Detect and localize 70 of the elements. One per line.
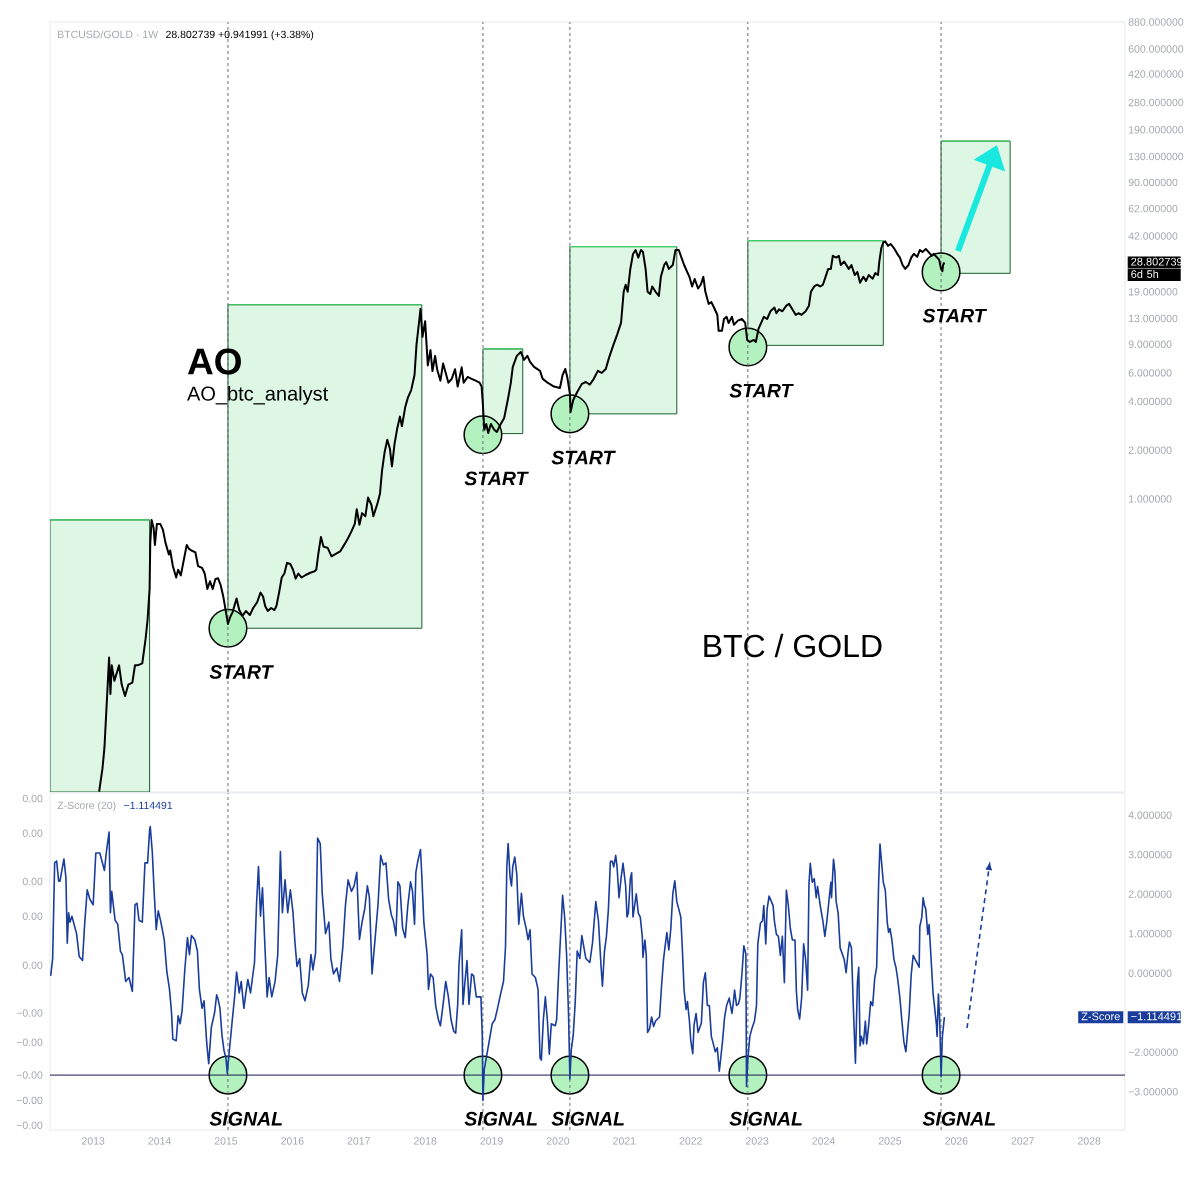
y-tick-label: 420.000000 [1128, 70, 1184, 78]
annotation: START [551, 450, 616, 465]
y-tick-label: 3.000000 [1128, 850, 1172, 859]
x-tick-label: 2026 [945, 1137, 968, 1145]
annotation: START [922, 308, 988, 323]
y-tick-label: 190.000000 [1128, 126, 1184, 134]
x-tick-label: 2023 [746, 1137, 769, 1145]
y-tick-label: 1.000000 [1128, 495, 1172, 503]
text: −1.114491 [124, 801, 173, 810]
x-tick-label: 2025 [878, 1137, 902, 1145]
x-tick-label: 2017 [347, 1137, 370, 1145]
text: 28.802739 +0.941991 (+3.38%) [166, 30, 314, 41]
annotation: BTC / GOLD [704, 633, 882, 658]
y-tick-label: 880.000000 [1128, 18, 1184, 26]
annotation: START [209, 665, 274, 679]
y-tick-label: 280.000000 [1128, 98, 1184, 107]
y2-tick-label: −0.00 [16, 1096, 43, 1105]
annotation: SIGNAL [922, 1111, 995, 1126]
annotation: SIGNAL [729, 1111, 802, 1126]
y-tick-label: 6.000000 [1128, 369, 1172, 377]
x-tick-label: 2024 [812, 1137, 835, 1145]
text: 28.802739 [1131, 257, 1183, 266]
y2-tick-label: 0.00 [22, 877, 43, 886]
x-tick-label: 2019 [480, 1137, 503, 1145]
annotation: AO_btc_analyst [187, 385, 329, 405]
y2-tick-label: 0.00 [22, 794, 43, 803]
y-tick-label: 62.000000 [1128, 204, 1178, 213]
annotation: SIGNAL [464, 1111, 537, 1126]
y-tick-label: 600.000000 [1128, 45, 1184, 53]
y2-tick-label: 0.00 [22, 829, 43, 838]
annotation: SIGNAL [551, 1111, 624, 1126]
x-tick-label: 2013 [82, 1137, 105, 1145]
x-tick-label: 2014 [148, 1137, 171, 1145]
y2-tick-label: −0.00 [16, 1038, 43, 1047]
annotation: AO [187, 348, 241, 375]
y-tick-label: 19.000000 [1128, 288, 1178, 296]
x-tick-label: 2015 [214, 1137, 238, 1145]
x-tick-label: 2021 [613, 1137, 636, 1145]
y-tick-label: 1.000000 [1128, 929, 1172, 938]
y-tick-label: 13.000000 [1128, 314, 1178, 323]
x-tick-label: 2016 [281, 1137, 304, 1145]
annotation: START [729, 383, 794, 398]
x-tick-label: 2022 [679, 1137, 702, 1145]
y2-tick-label: −0.00 [16, 1121, 43, 1129]
x-tick-label: 2020 [546, 1137, 570, 1145]
y2-tick-label: −0.00 [16, 1009, 43, 1017]
x-tick-label: 2028 [1078, 1137, 1101, 1145]
text: BTCUSD/GOLD · 1W [58, 30, 159, 39]
legend-label: Z-Score [1081, 1012, 1120, 1021]
annotation: START [464, 471, 529, 486]
y-tick-label: 2.000000 [1128, 446, 1172, 454]
y-tick-label: −2.000000 [1128, 1048, 1178, 1056]
y2-tick-label: 0.00 [22, 961, 43, 969]
x-tick-label: 2018 [414, 1137, 437, 1145]
y-tick-label: 130.000000 [1128, 152, 1184, 161]
y-tick-label: 4.000000 [1128, 397, 1172, 406]
y-tick-label: 90.000000 [1128, 178, 1178, 187]
y2-tick-label: 0.00 [22, 912, 43, 920]
annotation: SIGNAL [209, 1111, 282, 1126]
y-tick-label: 2.000000 [1128, 890, 1172, 898]
y-tick-label: 9.000000 [1128, 340, 1172, 349]
y-tick-label: −3.000000 [1128, 1087, 1178, 1096]
text: 6d 5h [1131, 269, 1159, 279]
y-tick-label: 0.000000 [1128, 969, 1172, 977]
x-tick-label: 2027 [1011, 1137, 1034, 1145]
text: −1.114491 [1131, 1012, 1182, 1021]
y-tick-label: 42.000000 [1128, 232, 1178, 240]
y-tick-label: 4.000000 [1128, 811, 1172, 819]
text: Z-Score (20) [57, 801, 116, 812]
y2-tick-label: −0.00 [16, 1071, 43, 1079]
